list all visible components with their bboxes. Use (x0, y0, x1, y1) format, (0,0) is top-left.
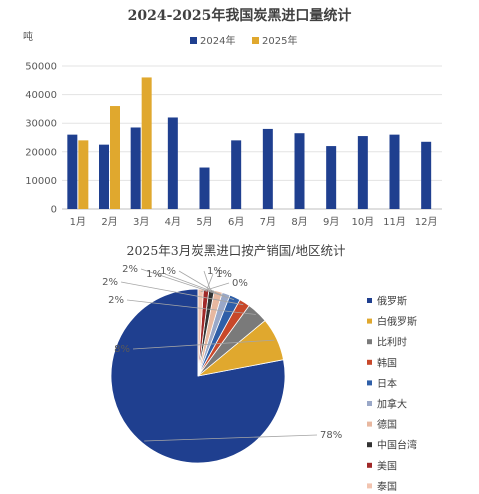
pie-slice-label: 2% (108, 295, 124, 306)
legend-label-1: 2025年 (262, 34, 297, 47)
y-axis-unit-label: 吨 (23, 30, 33, 43)
bar-2024年-1月 (67, 134, 78, 209)
leader-line-美国 (205, 273, 214, 293)
bar-2024年-4月 (167, 117, 178, 209)
pie-legend-swatch-3 (367, 359, 372, 365)
x-tick-label: 11月 (383, 216, 406, 228)
legend-swatch-1 (252, 37, 259, 44)
y-tick-label: 40000 (25, 90, 57, 101)
leader-line-俄罗斯 (144, 434, 318, 442)
bar-2024年-2月 (99, 144, 109, 209)
pie-slice-label: 78% (320, 430, 342, 441)
pie-slice-label: 0% (232, 278, 248, 289)
pie-slice-label: 1% (207, 266, 223, 277)
pie-legend-swatch-8 (367, 462, 372, 468)
pie-legend-swatch-2 (367, 339, 372, 345)
pie-slice-俄罗斯 (110, 288, 286, 464)
y-tick-label: 20000 (25, 147, 57, 158)
y-tick-label: 10000 (25, 176, 57, 187)
pie-legend-label: 俄罗斯 (377, 295, 407, 308)
pie-legend-label: 中国台湾 (377, 439, 417, 452)
pie-legend-swatch-4 (367, 380, 372, 386)
bar-2024年-3月 (130, 127, 141, 209)
bar-2024年-9月 (326, 146, 337, 209)
x-tick-label: 9月 (323, 216, 339, 228)
pie-slice-label: 1% (216, 269, 232, 280)
bar-2024年-8月 (294, 133, 305, 209)
y-tick-label: 0 (51, 205, 57, 216)
pie-legend-swatch-5 (367, 401, 372, 406)
leader-line-日本 (140, 268, 235, 300)
bar-2025年-1月 (78, 140, 89, 209)
bar-2024年-11月 (389, 134, 400, 209)
x-tick-label: 8月 (291, 216, 307, 228)
pie-legend-label: 加拿大 (377, 398, 407, 411)
leader-line-泰国 (200, 282, 230, 293)
bar-2025年-3月 (141, 77, 152, 209)
pie-legend-swatch-1 (367, 318, 372, 324)
pie-legend-swatch-7 (367, 442, 372, 448)
x-tick-label: 5月 (196, 216, 212, 228)
x-tick-label: 12月 (415, 216, 438, 228)
pie-slice-label: 1% (146, 269, 162, 280)
y-tick-label: 30000 (25, 119, 57, 130)
pie-legend-swatch-6 (367, 421, 372, 427)
x-tick-label: 6月 (228, 216, 244, 228)
y-tick-label: 50000 (25, 62, 57, 73)
pie-slice-label: 8% (114, 344, 130, 355)
pie-slice-label: 1% (160, 266, 176, 277)
pie-legend-label: 德国 (377, 418, 397, 431)
pie-slice-label: 2% (102, 277, 118, 288)
pie-legend-label: 白俄罗斯 (377, 315, 417, 328)
pie-legend-label: 韩国 (377, 356, 397, 369)
leader-line-白俄罗斯 (132, 339, 275, 350)
x-tick-label: 2月 (101, 216, 117, 228)
x-tick-label: 1月 (70, 216, 86, 228)
pie-legend-label: 美国 (377, 459, 397, 472)
legend-swatch-0 (190, 37, 197, 44)
bar-2024年-6月 (231, 140, 242, 209)
pie-legend-label: 泰国 (377, 480, 397, 493)
pie-legend-label: 日本 (377, 377, 397, 390)
pie-chart-title: 2025年3月炭黑进口按产销国/地区统计 (127, 243, 346, 258)
pie-legend-swatch-0 (367, 298, 372, 303)
bar-chart-title: 2024-2025年我国炭黑进口量统计 (128, 7, 352, 24)
legend-label-0: 2024年 (200, 34, 235, 47)
leader-line-比利时 (126, 299, 256, 315)
x-tick-label: 7月 (260, 216, 276, 228)
bar-2024年-7月 (262, 128, 273, 209)
bar-2024年-5月 (199, 167, 210, 209)
x-tick-label: 4月 (165, 216, 181, 228)
leader-line-德国 (178, 270, 218, 295)
pie-legend-label: 比利时 (377, 337, 407, 349)
bar-2025年-2月 (110, 106, 120, 209)
pie-slice-label: 2% (122, 264, 138, 275)
x-tick-label: 10月 (351, 216, 374, 228)
x-tick-label: 3月 (133, 216, 149, 228)
bar-2024年-12月 (421, 141, 432, 209)
leader-line-韩国 (120, 281, 244, 306)
bar-2024年-10月 (357, 136, 368, 209)
pie-legend-swatch-9 (367, 483, 372, 489)
